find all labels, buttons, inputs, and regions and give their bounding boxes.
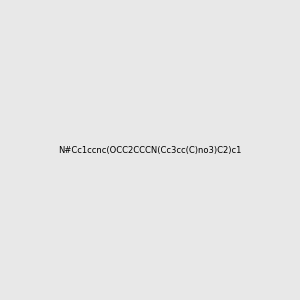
Text: N#Cc1ccnc(OCC2CCCN(Cc3cc(C)no3)C2)c1: N#Cc1ccnc(OCC2CCCN(Cc3cc(C)no3)C2)c1 (58, 146, 242, 154)
